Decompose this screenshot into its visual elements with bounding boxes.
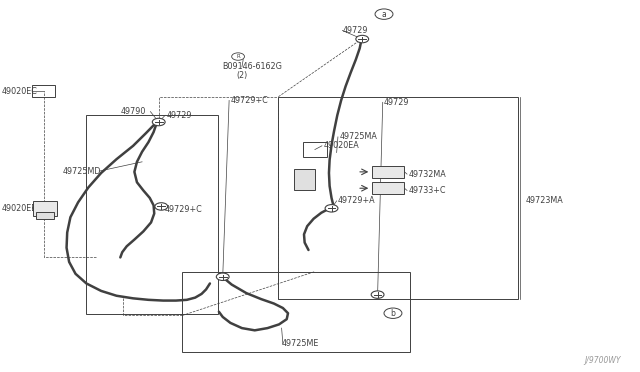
Text: 49020EA: 49020EA	[323, 141, 359, 150]
Bar	[294, 169, 315, 190]
Text: 49729: 49729	[384, 98, 410, 107]
Text: 49729+C: 49729+C	[230, 96, 268, 105]
Bar	[278, 97, 518, 299]
Text: 49723MA: 49723MA	[526, 196, 564, 205]
Text: a: a	[381, 10, 387, 19]
Text: R: R	[236, 54, 240, 59]
Bar	[372, 166, 404, 178]
Text: (2): (2)	[237, 71, 248, 80]
Circle shape	[371, 291, 384, 298]
Bar	[182, 272, 410, 352]
Text: 49725MD: 49725MD	[63, 167, 101, 176]
Text: b: b	[390, 309, 396, 318]
Bar	[32, 85, 55, 97]
Bar	[36, 212, 54, 219]
Text: 49725ME: 49725ME	[282, 339, 319, 348]
Text: 49729: 49729	[166, 111, 192, 120]
Text: B09146-6162G: B09146-6162G	[223, 62, 283, 71]
Bar	[33, 201, 57, 216]
Circle shape	[155, 203, 168, 210]
Bar	[372, 182, 404, 194]
Circle shape	[216, 273, 229, 280]
Text: 49729: 49729	[342, 26, 368, 35]
Bar	[303, 142, 327, 157]
Circle shape	[356, 35, 369, 43]
Text: J/9700WY: J/9700WY	[584, 356, 621, 365]
Circle shape	[152, 118, 165, 126]
Text: 49732MA: 49732MA	[408, 170, 446, 179]
Text: 49729+C: 49729+C	[165, 205, 203, 214]
Text: 49729+A: 49729+A	[338, 196, 376, 205]
Text: 49790: 49790	[120, 107, 146, 116]
Bar	[86, 115, 218, 314]
Text: 49020EB: 49020EB	[2, 204, 38, 213]
Text: 49725MA: 49725MA	[339, 132, 377, 141]
Text: 49020EC: 49020EC	[2, 87, 38, 96]
Text: 49733+C: 49733+C	[408, 186, 446, 195]
Circle shape	[325, 205, 338, 212]
